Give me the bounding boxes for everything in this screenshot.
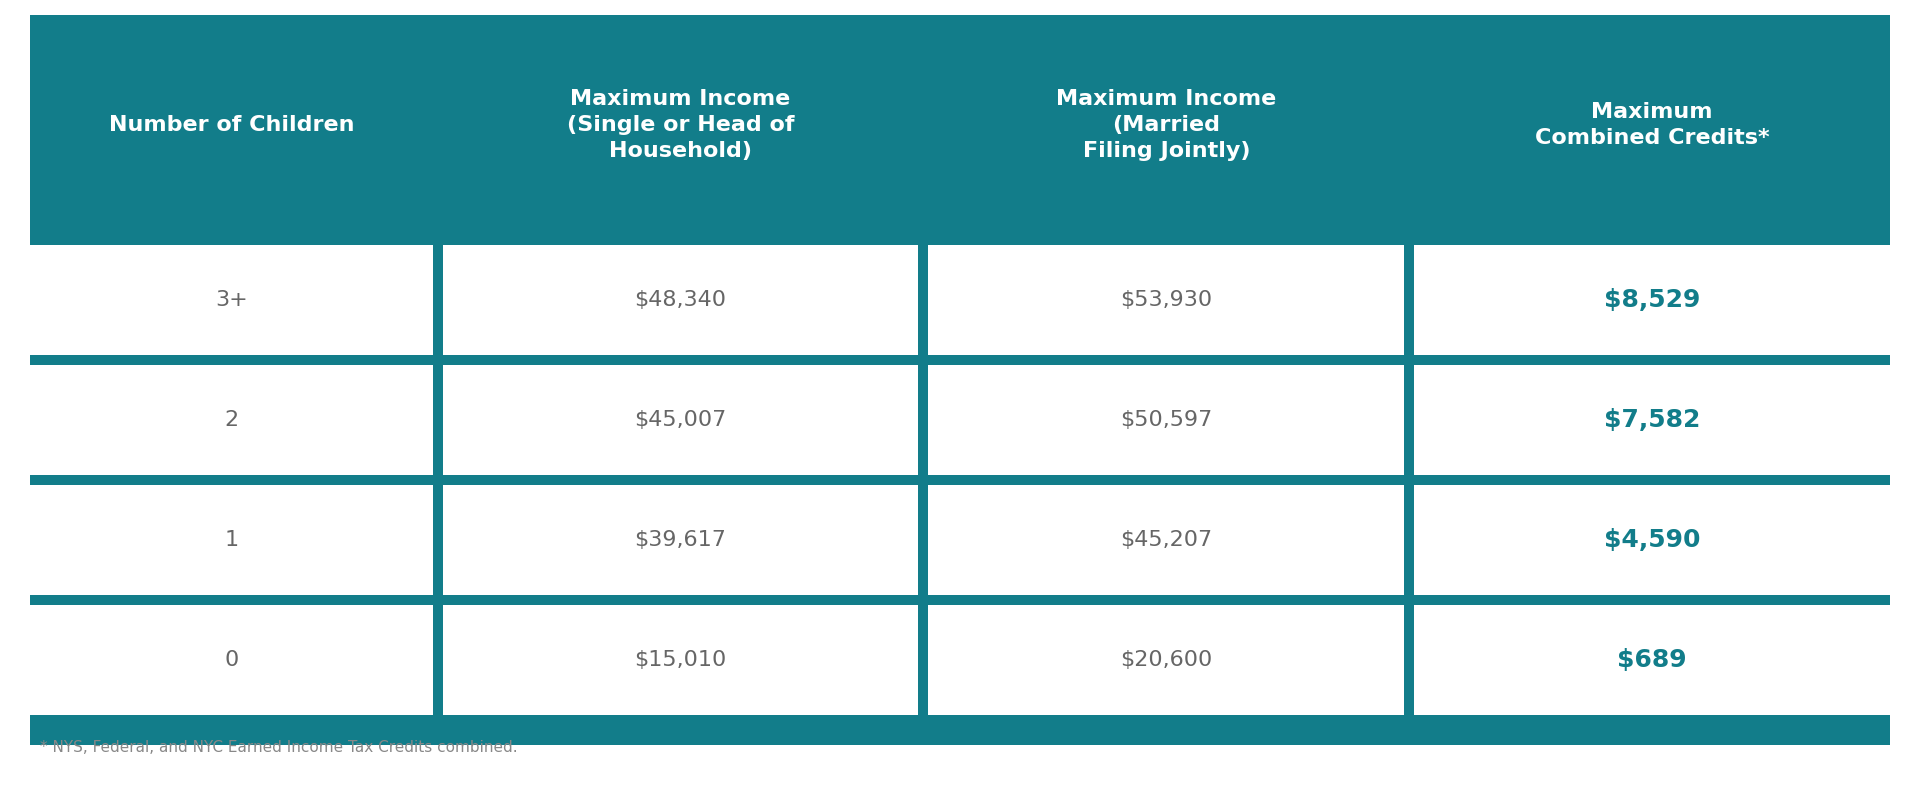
Text: Maximum
Combined Credits*: Maximum Combined Credits* [1534,102,1770,148]
Text: $53,930: $53,930 [1119,290,1212,310]
Bar [444,605,918,715]
Text: 3+: 3+ [215,290,248,310]
Text: $689: $689 [1617,648,1688,672]
Text: $48,340: $48,340 [634,290,726,310]
Bar [929,365,1404,475]
Text: Maximum Income
(Married
Filing Jointly): Maximum Income (Married Filing Jointly) [1056,89,1277,161]
Bar [31,365,432,475]
Text: $7,582: $7,582 [1603,408,1701,432]
Bar [1415,365,1889,475]
Bar [31,245,432,355]
Bar [929,485,1404,595]
Text: $39,617: $39,617 [636,530,726,550]
Bar [444,365,918,475]
Bar [929,245,1404,355]
Text: $20,600: $20,600 [1119,650,1212,670]
Text: $15,010: $15,010 [634,650,726,670]
Text: * NYS, Federal, and NYC Earned Income Tax Credits combined.: * NYS, Federal, and NYC Earned Income Ta… [40,740,518,755]
Text: $45,207: $45,207 [1119,530,1212,550]
Text: Maximum Income
(Single or Head of
Household): Maximum Income (Single or Head of Househ… [566,89,795,161]
Text: $45,007: $45,007 [634,410,726,430]
Bar [1415,605,1889,715]
Text: 2: 2 [225,410,238,430]
Text: $4,590: $4,590 [1603,528,1701,552]
Bar [444,245,918,355]
Bar [1415,485,1889,595]
Bar [1415,245,1889,355]
Text: 0: 0 [225,650,238,670]
Bar [31,485,432,595]
Bar [929,605,1404,715]
Text: Number of Children: Number of Children [109,115,353,135]
Bar [444,485,918,595]
Text: $50,597: $50,597 [1119,410,1212,430]
Text: 1: 1 [225,530,238,550]
Text: $8,529: $8,529 [1603,288,1701,312]
Bar [31,605,432,715]
